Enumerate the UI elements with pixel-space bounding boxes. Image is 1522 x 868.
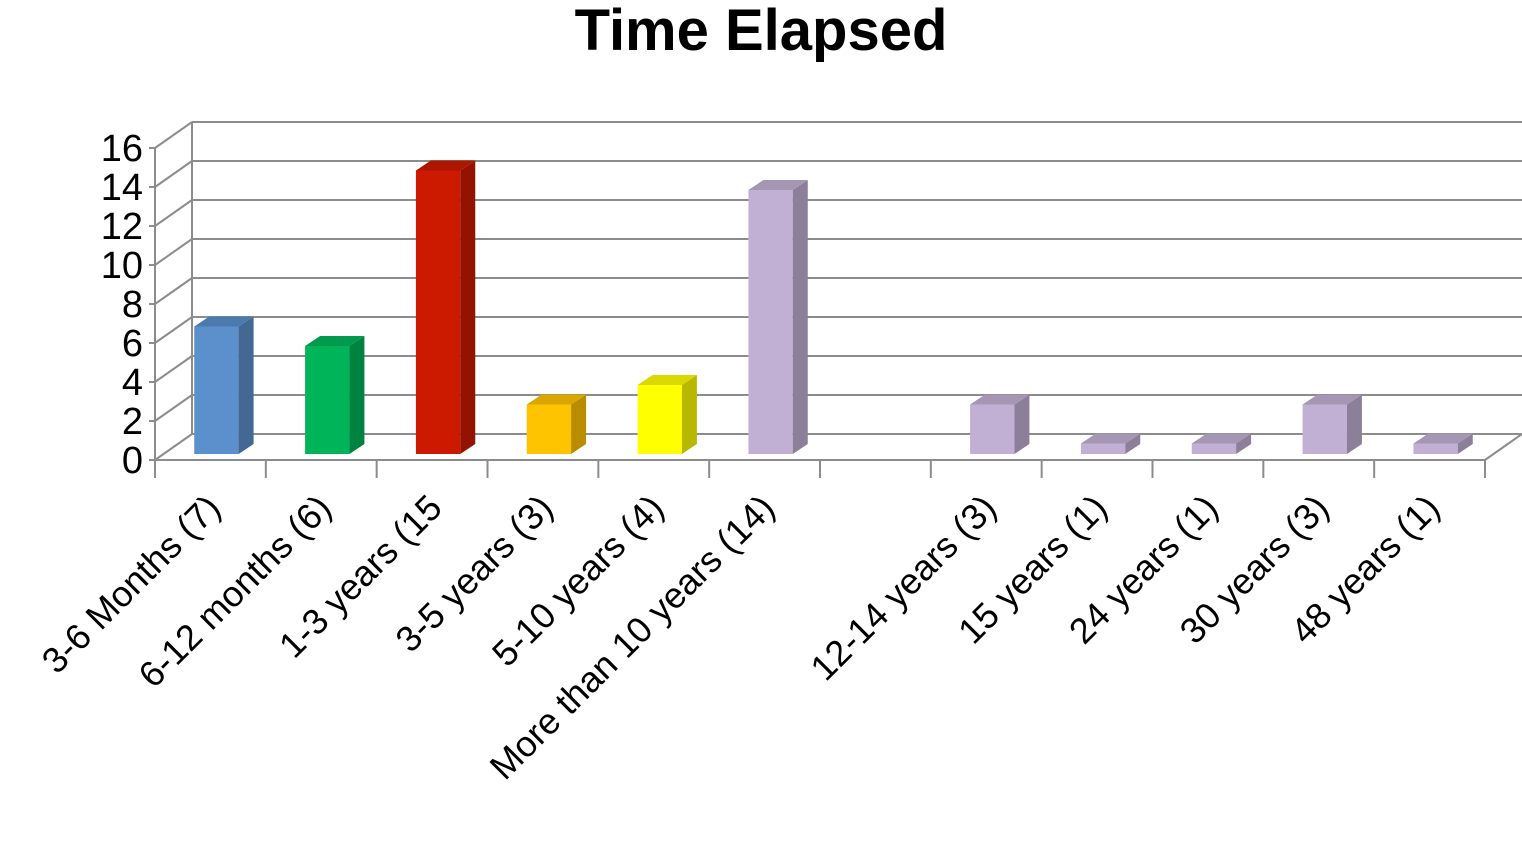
bar xyxy=(1413,433,1473,454)
bar-side xyxy=(238,316,254,454)
grid-lines xyxy=(154,121,1522,461)
bar-side xyxy=(1236,433,1252,454)
bar-side xyxy=(792,180,808,454)
bar-top xyxy=(637,375,697,385)
bar-front xyxy=(637,385,682,454)
bar xyxy=(415,160,476,454)
bar-front xyxy=(194,326,239,454)
gridline-diagonal xyxy=(154,121,193,149)
bar-top xyxy=(1080,433,1141,444)
y-tick-label: 8 xyxy=(122,284,143,326)
bar-front xyxy=(526,404,572,454)
bar xyxy=(1191,433,1252,454)
gridline-diagonal xyxy=(154,277,193,305)
bar-front xyxy=(415,170,461,454)
bar-top xyxy=(1302,394,1362,405)
bar-side xyxy=(1346,394,1362,454)
bar xyxy=(1080,433,1141,454)
bar-front xyxy=(305,346,350,454)
bar-side xyxy=(460,160,476,454)
bar-side xyxy=(1014,394,1030,454)
bar xyxy=(748,180,808,454)
chart-title: Time Elapsed xyxy=(574,0,948,63)
gridline-diagonal xyxy=(154,160,193,188)
bar-top xyxy=(415,160,476,171)
x-category-label: 12-14 years (3) xyxy=(802,487,1004,689)
y-tick-label: 6 xyxy=(122,323,143,365)
bar-top xyxy=(748,180,808,190)
y-tick-label: 10 xyxy=(101,245,143,287)
bar-front xyxy=(1191,443,1237,454)
gridline-diagonal xyxy=(154,238,193,266)
bar-side xyxy=(1125,433,1141,454)
bar xyxy=(194,316,254,454)
bar-top xyxy=(970,394,1030,405)
y-tick-label: 4 xyxy=(122,362,143,404)
bar xyxy=(1302,394,1362,454)
bar-front xyxy=(748,190,793,454)
floor-right-edge xyxy=(1484,433,1522,461)
bar xyxy=(637,375,697,454)
axes xyxy=(154,122,1522,478)
gridline-diagonal xyxy=(154,394,193,422)
bar-side xyxy=(1457,433,1473,454)
bar-side xyxy=(571,394,587,454)
bar-front xyxy=(1080,443,1126,454)
y-tick-label: 14 xyxy=(101,167,143,209)
bar-front xyxy=(1413,443,1458,454)
gridline-diagonal xyxy=(154,199,193,227)
bar xyxy=(305,336,365,454)
bar-side xyxy=(681,375,697,454)
bar-front xyxy=(970,404,1015,454)
gridline-diagonal xyxy=(154,316,193,344)
y-tick-label: 0 xyxy=(122,440,143,482)
y-tick-label: 2 xyxy=(122,401,143,443)
bars xyxy=(194,160,1473,454)
bar-side xyxy=(349,336,365,454)
bar xyxy=(526,394,587,454)
bar-top xyxy=(526,394,587,405)
x-category-labels: 3-6 Months (7)6-12 months (6)1-3 years (… xyxy=(34,487,1448,788)
bar-top xyxy=(305,336,365,346)
bar-front xyxy=(1302,404,1347,454)
y-tick-label: 12 xyxy=(101,206,143,248)
bar-top xyxy=(194,316,254,327)
bar xyxy=(970,394,1030,454)
gridline-diagonal xyxy=(154,433,193,461)
x-category-label: 6-12 months (6) xyxy=(130,487,339,696)
bar-top xyxy=(1191,433,1252,444)
bar-top xyxy=(1413,433,1473,444)
y-tick-label: 16 xyxy=(101,128,143,170)
gridline-diagonal xyxy=(154,355,193,383)
